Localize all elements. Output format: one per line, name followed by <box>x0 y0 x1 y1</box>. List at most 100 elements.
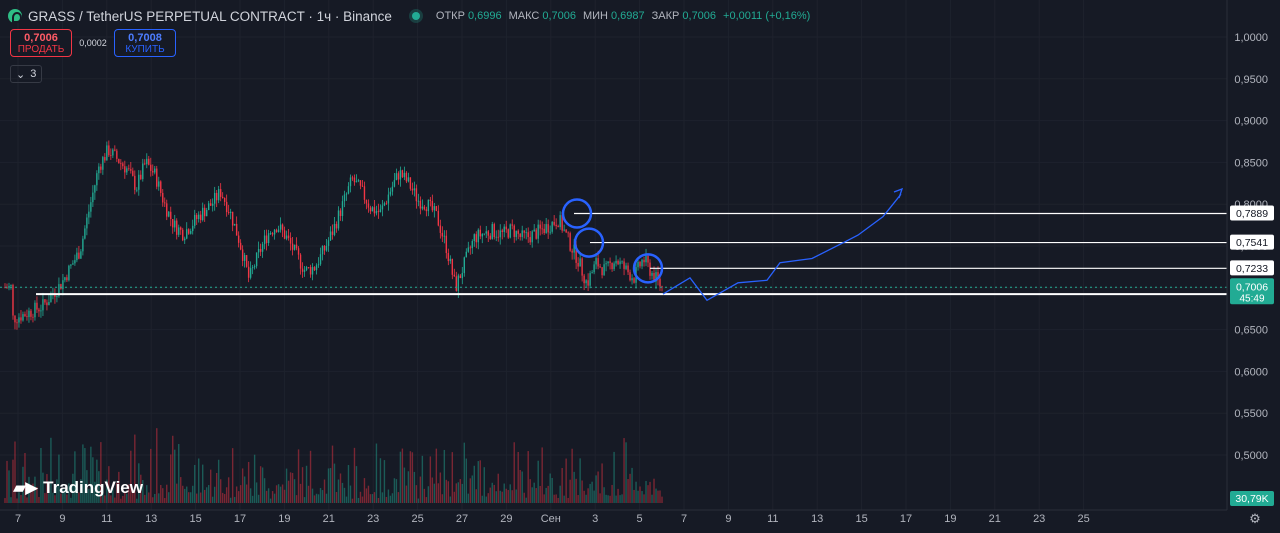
volume-bar <box>253 454 256 503</box>
volume-bar <box>249 488 252 503</box>
high-value: 0,7006 <box>542 10 576 22</box>
candle-body <box>249 268 252 278</box>
candle-body <box>501 230 503 232</box>
candle-body <box>535 229 537 239</box>
volume-bar <box>493 484 495 503</box>
candle-body <box>273 229 276 235</box>
candle-body <box>579 258 581 267</box>
sell-button[interactable]: 0,7006 ПРОДАТЬ <box>10 29 72 57</box>
volume-bar <box>279 486 282 503</box>
sell-label: ПРОДАТЬ <box>17 44 65 55</box>
volume-bar <box>52 492 54 503</box>
level-price-label: 0,7233 <box>1236 263 1268 275</box>
candle-body <box>415 188 418 202</box>
volume-bar <box>102 485 104 503</box>
volume-bar <box>243 476 246 503</box>
time-tick-label: 19 <box>278 513 290 525</box>
volume-bar <box>74 451 76 503</box>
candle-body <box>351 177 354 179</box>
candle-body <box>134 175 136 190</box>
volume-bar <box>130 450 132 503</box>
candle-body <box>58 284 60 297</box>
tradingview-logo[interactable]: ▰▶ TradingView <box>13 478 143 498</box>
volume-value-label: 30,79K <box>1235 493 1268 505</box>
symbol-title[interactable]: GRASS / TetherUS PERPETUAL CONTRACT · 1ч… <box>28 8 392 24</box>
volume-bar <box>621 494 623 503</box>
candle-body <box>513 225 515 237</box>
candle-body <box>132 170 134 176</box>
candle-body <box>417 200 420 202</box>
candle-body <box>569 233 571 251</box>
volume-bar <box>411 452 414 503</box>
volume-bar <box>423 488 426 503</box>
candle-body <box>347 186 350 194</box>
candle-body <box>106 145 108 161</box>
candle-body <box>136 189 138 191</box>
volume-bar <box>451 452 454 503</box>
candle-body <box>483 233 485 235</box>
candle-body <box>102 157 104 170</box>
candle-body <box>361 185 364 187</box>
volume-bar <box>118 471 120 503</box>
candle-body <box>647 255 649 263</box>
volume-bar <box>251 495 254 503</box>
volume-bar <box>307 485 310 503</box>
indicators-toggle[interactable]: ⌄ 3 <box>10 65 43 83</box>
candle-body <box>645 255 647 263</box>
volume-bar <box>116 482 118 503</box>
candle-body <box>114 149 116 151</box>
candle-body <box>50 294 52 303</box>
low-value: 0,6987 <box>611 10 645 22</box>
volume-bar <box>80 479 82 503</box>
volume-bar <box>429 456 432 503</box>
volume-bar <box>479 460 481 503</box>
volume-bar <box>613 451 615 503</box>
candle-body <box>331 231 334 235</box>
candle-body <box>158 181 160 187</box>
candle-body <box>94 185 96 193</box>
horizontal-levels <box>0 212 1227 296</box>
volume-bar <box>319 488 322 503</box>
gear-icon[interactable]: ⚙ <box>1249 511 1261 526</box>
volume-bar <box>225 487 228 503</box>
volume-bar <box>166 484 168 503</box>
candle-body <box>433 206 436 211</box>
candle-body <box>457 275 460 291</box>
candle-body <box>309 267 312 275</box>
high-label: МАКС <box>508 10 540 22</box>
candle-body <box>507 229 509 238</box>
candle-body <box>485 231 487 234</box>
time-tick-label: 9 <box>725 513 731 525</box>
volume-bar <box>553 494 555 503</box>
volume-bar <box>32 483 34 503</box>
candle-body <box>339 210 342 217</box>
volume-bar <box>573 471 575 503</box>
buy-button[interactable]: 0,7008 КУПИТЬ <box>114 29 176 57</box>
volume-bar <box>345 496 348 503</box>
low-label: МИН <box>582 10 608 22</box>
volume-bar <box>211 496 214 503</box>
volume-bar <box>371 494 374 503</box>
volume-bar <box>174 449 176 503</box>
volume-bar <box>531 487 533 503</box>
candle-body <box>435 206 438 211</box>
volume-bar <box>661 496 663 503</box>
candle-body <box>439 225 442 233</box>
candle-body <box>152 170 154 173</box>
volume-bar <box>323 479 326 503</box>
candle-body <box>269 233 272 234</box>
time-tick-label: 7 <box>681 513 687 525</box>
time-tick-label: Сен <box>541 513 561 525</box>
candle-body <box>261 244 264 252</box>
volume-bar <box>439 472 442 503</box>
candle-body <box>419 200 422 209</box>
candle-body <box>407 177 410 182</box>
market-open-icon <box>411 12 420 20</box>
candle-body <box>449 258 452 262</box>
volume-bar <box>64 489 66 503</box>
volume-bar <box>273 493 276 503</box>
candle-body <box>595 258 597 265</box>
time-tick-label: 29 <box>500 513 512 525</box>
marker-circle <box>561 198 593 229</box>
